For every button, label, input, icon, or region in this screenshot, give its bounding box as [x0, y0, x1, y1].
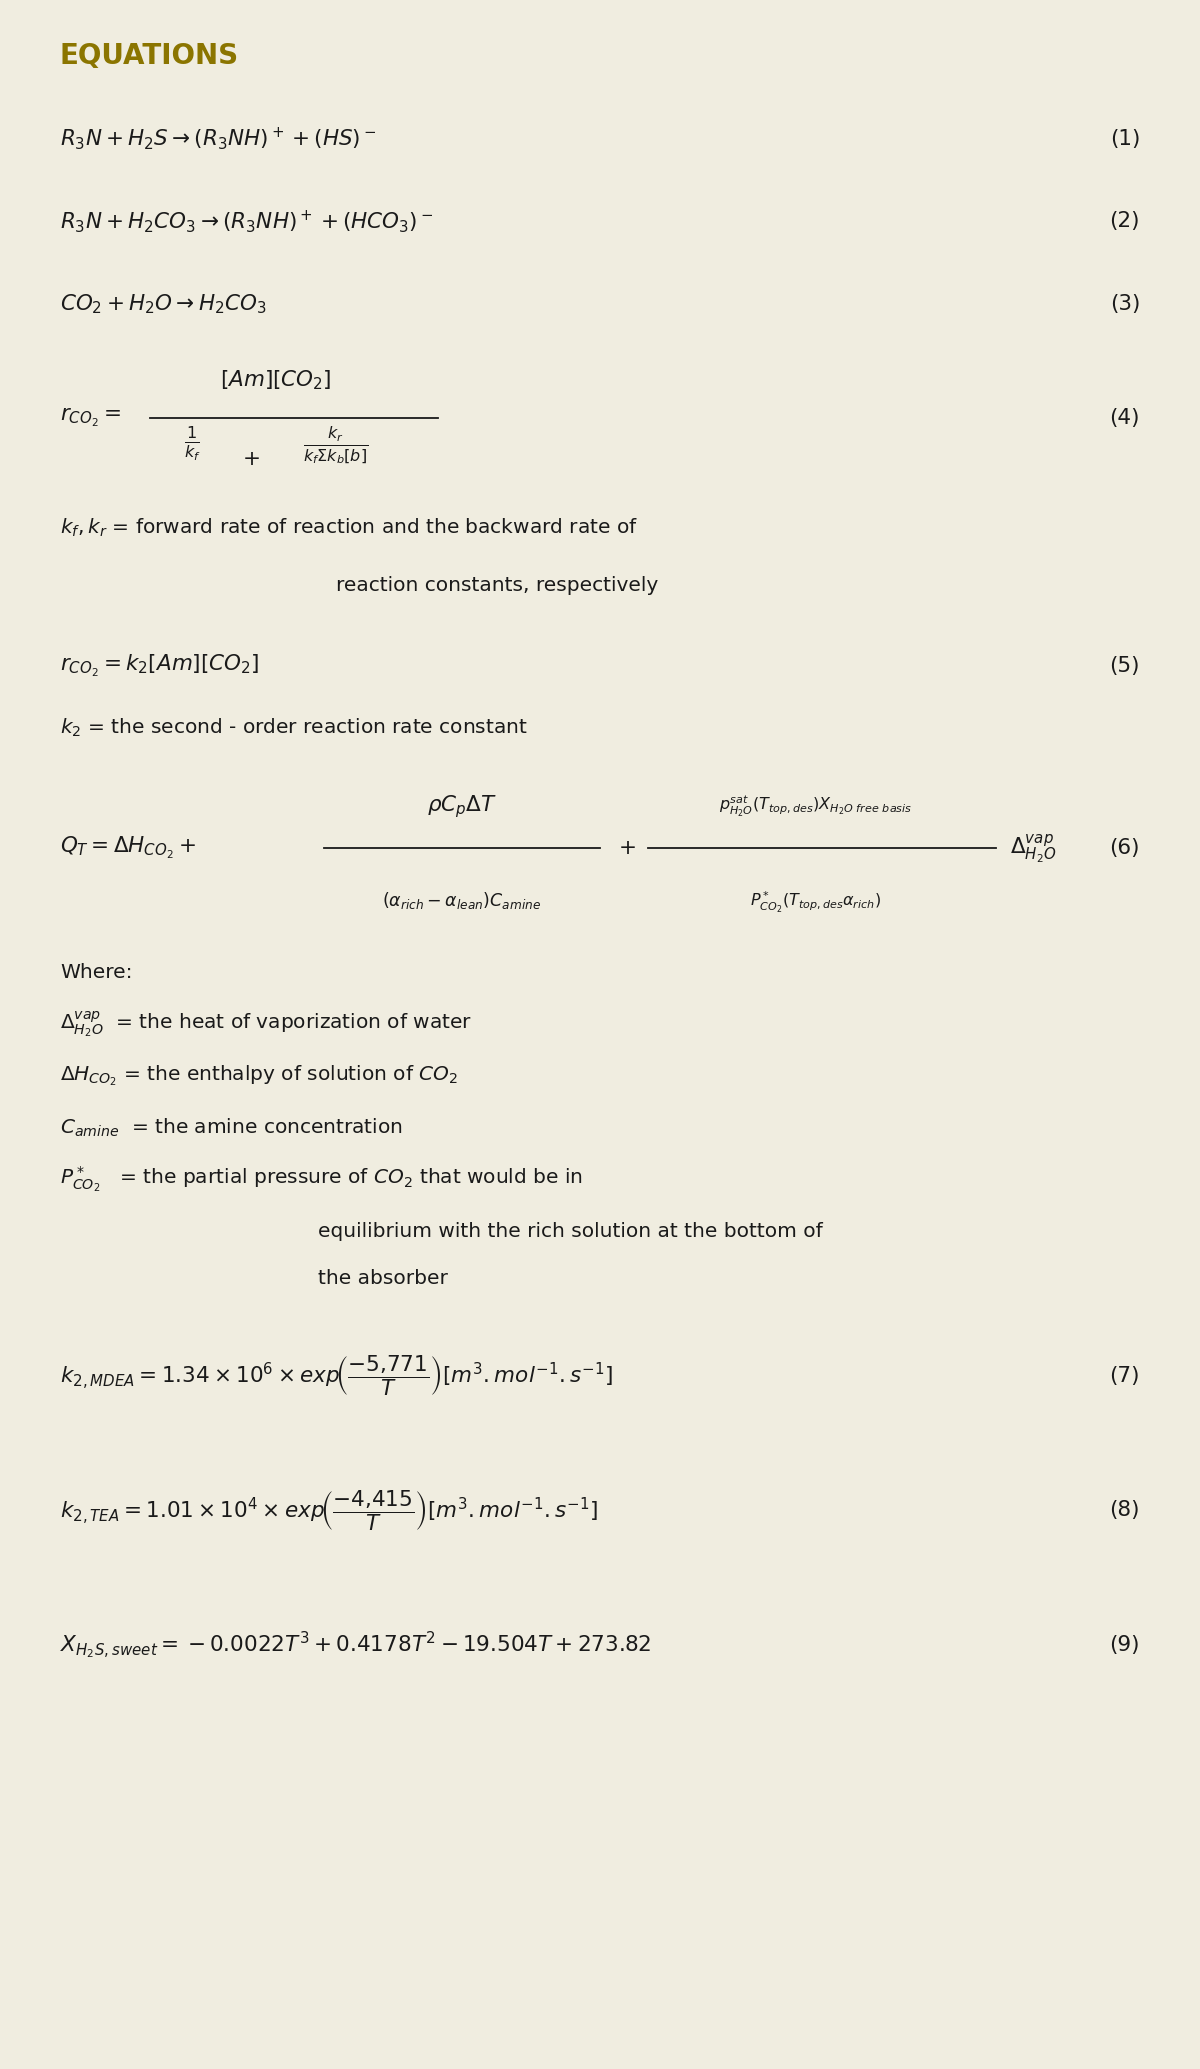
Text: $(\alpha_{rich} - \alpha_{lean}) C_{amine}$: $(\alpha_{rich} - \alpha_{lean}) C_{amin…	[383, 890, 541, 910]
Text: $P^*_{CO_2}(T_{top,des}\alpha_{rich})$: $P^*_{CO_2}(T_{top,des}\alpha_{rich})$	[750, 890, 882, 914]
Text: (6): (6)	[1110, 838, 1140, 859]
Text: (2): (2)	[1110, 211, 1140, 232]
Text: $+$: $+$	[618, 838, 636, 859]
Text: $k_f, k_r$ = forward rate of reaction and the backward rate of: $k_f, k_r$ = forward rate of reaction an…	[60, 517, 638, 538]
Text: reaction constants, respectively: reaction constants, respectively	[336, 575, 659, 596]
Text: (9): (9)	[1110, 1635, 1140, 1655]
Text: $\rho C_p \Delta T$: $\rho C_p \Delta T$	[427, 794, 497, 819]
Text: (5): (5)	[1110, 656, 1140, 677]
Text: equilibrium with the rich solution at the bottom of: equilibrium with the rich solution at th…	[318, 1221, 823, 1241]
Text: Where:: Where:	[60, 962, 132, 983]
Text: $R_3N + H_2CO_3 \rightarrow (R_3NH)^+ + (HCO_3)^-$: $R_3N + H_2CO_3 \rightarrow (R_3NH)^+ + …	[60, 207, 433, 236]
Text: EQUATIONS: EQUATIONS	[60, 41, 239, 70]
Text: (7): (7)	[1110, 1366, 1140, 1386]
Text: $\Delta^{vap}_{H_2O}$  = the heat of vaporization of water: $\Delta^{vap}_{H_2O}$ = the heat of vapo…	[60, 1010, 472, 1039]
Text: $r_{CO_2} =$: $r_{CO_2} =$	[60, 408, 121, 428]
Text: (3): (3)	[1110, 294, 1140, 314]
Text: $k_2$ = the second - order reaction rate constant: $k_2$ = the second - order reaction rate…	[60, 718, 528, 739]
Text: $CO_2 + H_2O \rightarrow H_2CO_3$: $CO_2 + H_2O \rightarrow H_2CO_3$	[60, 292, 266, 317]
Text: +: +	[242, 449, 262, 470]
Text: $[Am][CO_2]$: $[Am][CO_2]$	[221, 368, 331, 393]
Text: (1): (1)	[1110, 128, 1140, 149]
Text: $R_3N + H_2S \rightarrow (R_3NH)^+ + (HS)^-$: $R_3N + H_2S \rightarrow (R_3NH)^+ + (HS…	[60, 124, 377, 153]
Text: the absorber: the absorber	[318, 1268, 448, 1289]
Text: $\frac{k_r}{k_f\Sigma k_b[b]}$: $\frac{k_r}{k_f\Sigma k_b[b]}$	[304, 424, 368, 466]
Text: $\Delta H_{CO_2}$ = the enthalpy of solution of $CO_2$: $\Delta H_{CO_2}$ = the enthalpy of solu…	[60, 1063, 458, 1088]
Text: $C_{amine}$  = the amine concentration: $C_{amine}$ = the amine concentration	[60, 1117, 403, 1138]
Text: $P^*_{CO_2}$   = the partial pressure of $CO_2$ that would be in: $P^*_{CO_2}$ = the partial pressure of $…	[60, 1165, 583, 1194]
Text: $k_{2,TEA} = 1.01 \times 10^4 \times exp\!\left(\dfrac{-4{,}415}{T}\right)[m^3.m: $k_{2,TEA} = 1.01 \times 10^4 \times exp…	[60, 1488, 598, 1533]
Text: $p_{H_2O}^{sat}(T_{top,des}) X_{H_2O\ free\ basis}$: $p_{H_2O}^{sat}(T_{top,des}) X_{H_2O\ fr…	[719, 794, 913, 819]
Text: $\frac{1}{k_f}$: $\frac{1}{k_f}$	[184, 424, 200, 463]
Text: $k_{2,MDEA} = 1.34 \times 10^6 \times exp\!\left(\dfrac{-5{,}771}{T}\right)[m^3.: $k_{2,MDEA} = 1.34 \times 10^6 \times ex…	[60, 1353, 613, 1399]
Text: $X_{H_2S,sweet} = -0.0022T^3 + 0.4178T^2 - 19.504T + 273.82$: $X_{H_2S,sweet} = -0.0022T^3 + 0.4178T^2…	[60, 1628, 652, 1661]
Text: $Q_T = \Delta H_{CO_2} +$: $Q_T = \Delta H_{CO_2} +$	[60, 836, 196, 861]
Text: (4): (4)	[1110, 408, 1140, 428]
Text: $r_{CO_2} = k_2[Am][CO_2]$: $r_{CO_2} = k_2[Am][CO_2]$	[60, 654, 259, 679]
Text: $\Delta^{vap}_{H_2O}$: $\Delta^{vap}_{H_2O}$	[1010, 832, 1057, 865]
Text: (8): (8)	[1110, 1500, 1140, 1521]
